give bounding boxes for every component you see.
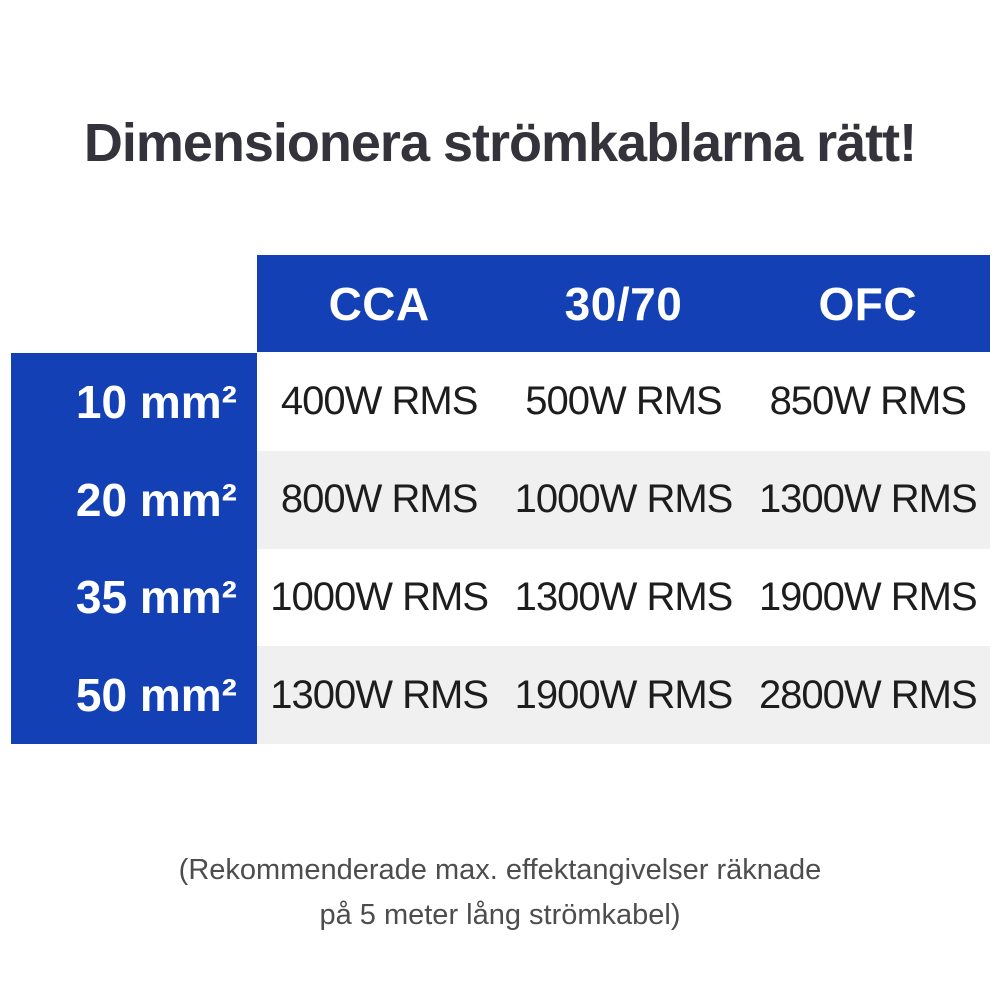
cell-20mm2-cca: 800W RMS	[280, 477, 479, 522]
cell-20mm2-ofc: 1300W RMS	[758, 477, 978, 522]
table-row: 800W RMS 1000W RMS 1300W RMS	[257, 450, 990, 549]
table-row: 1300W RMS 1900W RMS 2800W RMS	[257, 646, 990, 744]
table-row-label-column: 10 mm² 20 mm² 35 mm² 50 mm²	[11, 353, 257, 744]
table-row: 400W RMS 500W RMS 850W RMS	[257, 353, 990, 451]
cell-50mm2-ofc: 2800W RMS	[758, 672, 978, 717]
table-row: 1000W RMS 1300W RMS 1900W RMS	[257, 548, 990, 647]
cell-35mm2-3070: 1300W RMS	[514, 574, 734, 619]
cell-10mm2-cca: 400W RMS	[280, 379, 479, 424]
row-label-50mm2: 50 mm²	[75, 669, 237, 722]
column-header-30-70: 30/70	[564, 277, 683, 330]
table-column-header-row: CCA 30/70 OFC	[257, 255, 990, 352]
cell-35mm2-ofc: 1900W RMS	[758, 574, 978, 619]
page-title: Dimensionera strömkablarna rätt!	[83, 113, 917, 173]
cell-35mm2-cca: 1000W RMS	[270, 574, 489, 619]
cell-50mm2-3070: 1900W RMS	[514, 672, 734, 717]
footnote-line-2: på 5 meter lång strömkabel)	[319, 898, 681, 931]
cell-10mm2-3070: 500W RMS	[525, 379, 723, 424]
footnote: (Rekommenderade max. effektangivelser rä…	[0, 848, 1000, 938]
cell-20mm2-3070: 1000W RMS	[514, 477, 734, 522]
row-label-10mm2: 10 mm²	[75, 375, 237, 428]
cell-10mm2-ofc: 850W RMS	[769, 379, 968, 424]
column-header-cca: CCA	[328, 277, 430, 330]
table-data-grid: 400W RMS 500W RMS 850W RMS 800W RMS 1000…	[257, 353, 990, 744]
column-header-ofc: OFC	[818, 277, 918, 330]
row-label-20mm2: 20 mm²	[75, 473, 237, 526]
footnote-line-1: (Rekommenderade max. effektangivelser rä…	[178, 854, 822, 886]
cell-50mm2-cca: 1300W RMS	[270, 672, 489, 717]
row-label-35mm2: 35 mm²	[75, 571, 237, 624]
